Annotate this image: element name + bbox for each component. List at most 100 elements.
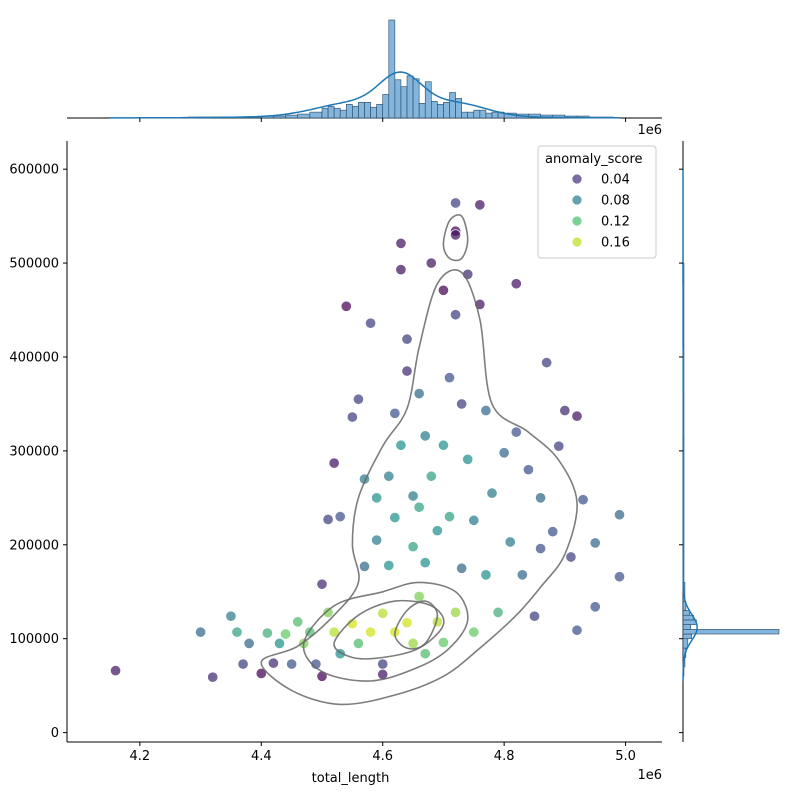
y-marginal-kde-curve — [682, 169, 698, 681]
legend-title: anomaly_score — [545, 152, 643, 167]
x-marginal-offset-label: 1e6 — [637, 123, 662, 138]
scatter-point — [377, 658, 389, 670]
scatter-point — [316, 578, 328, 590]
scatter-point — [559, 404, 571, 417]
scatter-point — [450, 606, 462, 618]
x-histogram-bar — [461, 111, 469, 119]
y-axis-ticks: 0 100000 200000 300000 400000 500000 600000 — [9, 163, 67, 741]
legend-marker — [571, 194, 583, 206]
scatter-point — [328, 457, 340, 469]
scatter-point — [443, 511, 456, 523]
scatter-point — [474, 199, 486, 211]
scatter-point — [365, 317, 377, 329]
scatter-point — [286, 658, 298, 670]
scatter-point — [486, 487, 498, 499]
legend: anomaly_score 0.04 0.08 0.12 0.16 — [537, 145, 657, 259]
x-histogram-bar — [491, 111, 499, 119]
scatter-point — [110, 665, 122, 677]
x-histogram-bar — [467, 111, 475, 119]
scatter-point — [395, 439, 407, 451]
x-axis-offset-label: 1e6 — [637, 768, 662, 783]
scatter-point — [510, 426, 522, 438]
y-histogram-bar — [682, 619, 697, 625]
legend-label: 0.08 — [601, 194, 630, 209]
x-histogram-bar — [455, 98, 462, 119]
x-marginal-ticks — [139, 118, 627, 122]
scatter-point — [334, 511, 346, 523]
x-histogram-bar — [345, 103, 353, 119]
scatter-point — [510, 278, 522, 290]
scatter-point — [456, 398, 468, 410]
scatter-point — [365, 626, 377, 638]
x-histogram-bar — [364, 102, 371, 119]
legend-entries: 0.04 0.08 0.12 0.16 — [571, 173, 630, 251]
legend-label: 0.04 — [601, 173, 630, 188]
scatter-point — [310, 658, 322, 670]
x-histogram-bar — [339, 109, 347, 119]
x-axis-label: total_length — [312, 771, 390, 786]
y-histogram-bar — [682, 624, 691, 630]
y-tick-label: 0 — [51, 726, 59, 741]
scatter-point — [383, 559, 395, 572]
scatter-point — [456, 562, 468, 574]
scatter-point — [613, 509, 626, 521]
scatter-point — [443, 372, 456, 384]
scatter-point — [577, 494, 589, 506]
scatter-point — [419, 648, 431, 660]
x-axis-ticks: 4.2 4.4 4.6 4.8 5.0 — [130, 742, 636, 764]
scatter-point — [292, 616, 304, 628]
legend-label: 0.16 — [601, 236, 630, 251]
scatter-point — [225, 610, 237, 622]
scatter-point — [267, 657, 279, 669]
x-histogram-bar — [370, 106, 377, 119]
y-tick-label: 100000 — [9, 632, 59, 647]
density-contour — [302, 581, 469, 682]
scatter-point — [468, 626, 480, 638]
scatter-point — [413, 501, 425, 513]
scatter-point — [195, 626, 207, 638]
x-tick-label: 4.8 — [494, 749, 515, 764]
x-histogram-bar — [485, 112, 493, 119]
scatter-point — [522, 464, 534, 476]
x-histogram-bar — [443, 102, 450, 119]
y-histogram-bar — [682, 638, 689, 649]
scatter-point — [280, 628, 292, 640]
scatter-point — [328, 626, 340, 638]
scatter-point — [498, 447, 510, 459]
scatter-point — [516, 569, 528, 581]
scatter-point — [425, 257, 437, 269]
scatter-point — [425, 470, 437, 482]
scatter-point — [346, 411, 358, 423]
legend-marker — [571, 236, 583, 248]
scatter-point — [231, 626, 243, 638]
scatter-point — [352, 393, 364, 405]
scatter-point — [389, 512, 401, 524]
scatter-point — [437, 636, 449, 649]
scatter-point — [377, 607, 389, 619]
x-histogram-bar — [273, 115, 286, 119]
x-histogram-bar — [449, 92, 456, 119]
scatter-point — [340, 300, 352, 312]
scatter-point — [468, 514, 480, 526]
scatter-point — [395, 264, 407, 276]
scatter-point — [450, 309, 462, 321]
scatter-point — [237, 658, 249, 670]
x-histogram-bar — [406, 75, 414, 119]
x-histogram-bar — [327, 105, 335, 119]
density-contours — [260, 214, 578, 706]
main-scatter-plot: 4.2 4.4 4.6 4.8 5.0 0 100000 200000 300000 40000… — [9, 141, 662, 786]
scatter-point — [395, 237, 407, 249]
y-histogram-bar — [682, 610, 691, 616]
x-tick-label: 4.2 — [130, 749, 151, 764]
x-marginal-kde-curve — [109, 71, 620, 119]
scatter-point — [571, 624, 583, 636]
scatter-point — [207, 671, 219, 683]
x-marginal-histogram: 1e6 — [67, 19, 662, 138]
x-histogram-bar — [352, 105, 359, 119]
x-histogram-bar — [358, 102, 365, 119]
y-histogram-bar — [682, 633, 692, 640]
scatter-point — [383, 470, 395, 482]
x-tick-label: 4.6 — [372, 749, 393, 764]
scatter-point — [419, 430, 431, 442]
